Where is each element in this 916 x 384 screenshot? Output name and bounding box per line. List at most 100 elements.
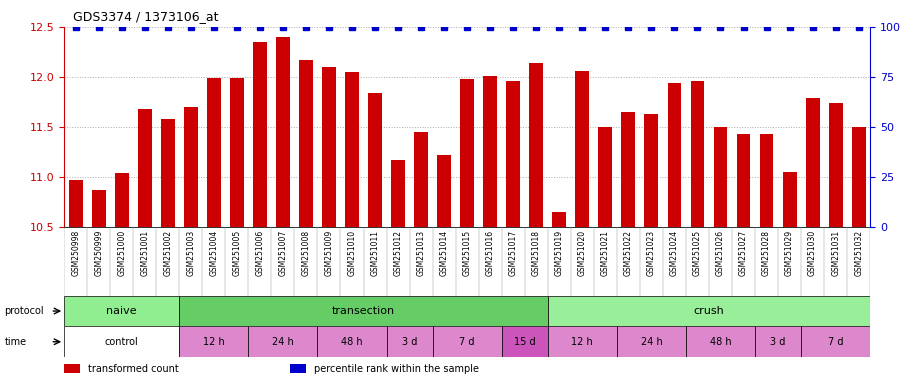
- Text: GSM251031: GSM251031: [831, 230, 840, 276]
- Text: GSM251004: GSM251004: [210, 230, 218, 276]
- Text: GSM251009: GSM251009: [324, 230, 333, 276]
- Text: GSM251018: GSM251018: [532, 230, 540, 276]
- Text: GSM250999: GSM250999: [94, 230, 104, 276]
- Bar: [114, 173, 128, 227]
- Bar: [598, 127, 612, 227]
- Bar: [437, 155, 451, 227]
- Text: GSM251028: GSM251028: [762, 230, 771, 276]
- Text: GSM251026: GSM251026: [716, 230, 725, 276]
- Text: GSM251025: GSM251025: [693, 230, 702, 276]
- Bar: [736, 134, 750, 227]
- FancyBboxPatch shape: [755, 326, 802, 357]
- Text: GSM251011: GSM251011: [371, 230, 379, 276]
- Text: GSM251006: GSM251006: [256, 230, 265, 276]
- Bar: [322, 67, 336, 227]
- FancyBboxPatch shape: [318, 326, 387, 357]
- FancyBboxPatch shape: [548, 326, 616, 357]
- FancyBboxPatch shape: [180, 326, 248, 357]
- Text: GSM251017: GSM251017: [508, 230, 518, 276]
- Text: GSM251008: GSM251008: [301, 230, 311, 276]
- Bar: [668, 83, 682, 227]
- Bar: [460, 79, 474, 227]
- FancyBboxPatch shape: [616, 326, 686, 357]
- Text: GSM251003: GSM251003: [186, 230, 195, 276]
- Text: GSM251024: GSM251024: [670, 230, 679, 276]
- Text: 48 h: 48 h: [341, 337, 363, 347]
- Bar: [207, 78, 221, 227]
- Bar: [552, 212, 566, 227]
- Text: GSM251019: GSM251019: [555, 230, 563, 276]
- Text: GSM251020: GSM251020: [578, 230, 587, 276]
- Text: GSM251007: GSM251007: [278, 230, 288, 276]
- Text: percentile rank within the sample: percentile rank within the sample: [314, 364, 479, 374]
- Text: GSM251014: GSM251014: [440, 230, 449, 276]
- Text: GSM251016: GSM251016: [485, 230, 495, 276]
- Bar: [575, 71, 589, 227]
- Bar: [92, 190, 105, 227]
- Text: GSM251005: GSM251005: [233, 230, 241, 276]
- Bar: [529, 63, 543, 227]
- Bar: [299, 60, 313, 227]
- FancyBboxPatch shape: [64, 296, 180, 326]
- Text: GSM251023: GSM251023: [647, 230, 656, 276]
- Text: GSM251030: GSM251030: [808, 230, 817, 276]
- Text: GSM251012: GSM251012: [394, 230, 402, 276]
- Bar: [621, 112, 636, 227]
- Text: 15 d: 15 d: [514, 337, 536, 347]
- FancyBboxPatch shape: [64, 326, 180, 357]
- Bar: [852, 127, 866, 227]
- FancyBboxPatch shape: [802, 326, 870, 357]
- Text: 24 h: 24 h: [640, 337, 662, 347]
- Text: 24 h: 24 h: [272, 337, 294, 347]
- Bar: [691, 81, 704, 227]
- Bar: [484, 76, 497, 227]
- Bar: [161, 119, 175, 227]
- Bar: [829, 103, 843, 227]
- Text: GSM251015: GSM251015: [463, 230, 472, 276]
- FancyBboxPatch shape: [502, 326, 548, 357]
- Text: time: time: [5, 337, 27, 347]
- Text: control: control: [104, 337, 138, 347]
- Bar: [391, 160, 405, 227]
- Bar: [276, 37, 289, 227]
- Text: GSM251000: GSM251000: [117, 230, 126, 276]
- Text: naive: naive: [106, 306, 137, 316]
- FancyBboxPatch shape: [387, 326, 432, 357]
- Bar: [345, 72, 359, 227]
- FancyBboxPatch shape: [248, 326, 318, 357]
- Text: 7 d: 7 d: [460, 337, 474, 347]
- Bar: [137, 109, 152, 227]
- Text: protocol: protocol: [5, 306, 44, 316]
- Text: GSM251013: GSM251013: [417, 230, 426, 276]
- Text: GSM251001: GSM251001: [140, 230, 149, 276]
- Text: 48 h: 48 h: [710, 337, 731, 347]
- Text: transection: transection: [332, 306, 395, 316]
- Bar: [289, 364, 306, 373]
- Bar: [64, 364, 81, 373]
- Bar: [230, 78, 244, 227]
- Bar: [714, 127, 727, 227]
- Text: GSM251032: GSM251032: [855, 230, 863, 276]
- Bar: [184, 107, 198, 227]
- Text: GSM251029: GSM251029: [785, 230, 794, 276]
- Bar: [253, 42, 267, 227]
- Bar: [782, 172, 797, 227]
- Text: crush: crush: [693, 306, 725, 316]
- Text: 12 h: 12 h: [572, 337, 594, 347]
- Text: GSM250998: GSM250998: [71, 230, 80, 276]
- Text: GSM251027: GSM251027: [739, 230, 748, 276]
- Text: GSM251010: GSM251010: [347, 230, 356, 276]
- FancyBboxPatch shape: [432, 326, 502, 357]
- Bar: [414, 132, 428, 227]
- Text: transformed count: transformed count: [88, 364, 179, 374]
- FancyBboxPatch shape: [686, 326, 755, 357]
- FancyBboxPatch shape: [180, 296, 548, 326]
- Bar: [759, 134, 773, 227]
- Text: 3 d: 3 d: [770, 337, 786, 347]
- Text: 3 d: 3 d: [402, 337, 418, 347]
- Bar: [507, 81, 520, 227]
- Text: 12 h: 12 h: [203, 337, 224, 347]
- Bar: [69, 180, 82, 227]
- Bar: [645, 114, 659, 227]
- Text: GSM251021: GSM251021: [601, 230, 610, 276]
